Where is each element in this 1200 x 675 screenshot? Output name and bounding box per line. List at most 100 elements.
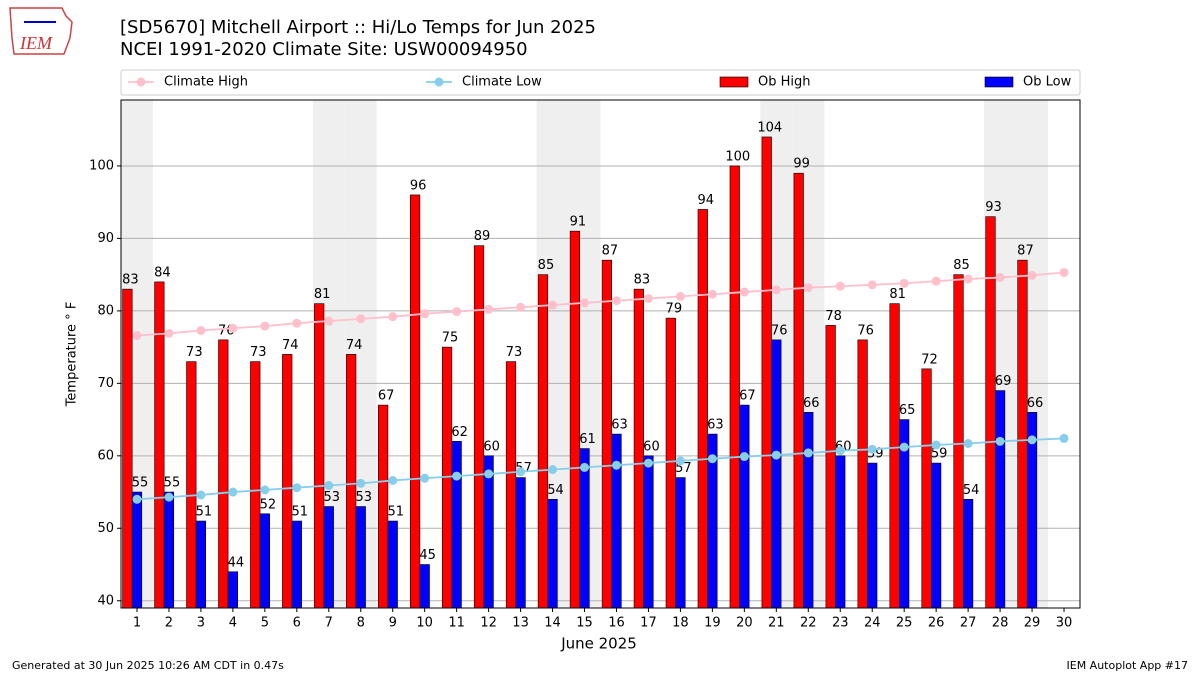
value-label: 53 [355, 490, 372, 505]
value-label: 76 [857, 323, 874, 338]
bar [282, 354, 293, 609]
x-tick-label: 19 [704, 616, 721, 631]
line-marker [867, 444, 877, 454]
legend-swatch [984, 76, 1014, 88]
x-tick-label: 24 [864, 616, 881, 631]
legend-label: Climate Low [462, 75, 542, 90]
line-marker [580, 298, 590, 308]
x-tick-label: 5 [261, 616, 269, 631]
x-tick-label: 15 [576, 616, 593, 631]
x-tick-label: 29 [1024, 616, 1041, 631]
line-marker [899, 278, 909, 288]
line-marker [995, 273, 1005, 283]
bar [611, 433, 622, 609]
line [136, 437, 1065, 501]
line-marker [292, 318, 302, 328]
value-label: 60 [483, 439, 500, 454]
chart-title: [SD5670] Mitchell Airport :: Hi/Lo Temps… [120, 17, 596, 38]
bar [1017, 259, 1028, 609]
line-marker [484, 469, 494, 479]
x-tick-label: 21 [768, 616, 785, 631]
bar [346, 354, 357, 609]
line-marker [548, 300, 558, 310]
value-label: 100 [725, 149, 750, 164]
line-marker [643, 458, 653, 468]
line-marker [580, 462, 590, 472]
x-tick-label: 28 [992, 616, 1009, 631]
x-tick-label: 6 [293, 616, 301, 631]
x-tick-label: 26 [928, 616, 945, 631]
line-marker [995, 436, 1005, 446]
line-marker [675, 291, 685, 301]
y-tick-label: 60 [97, 448, 114, 463]
logo: IEM [9, 7, 73, 55]
line-marker [420, 309, 430, 319]
value-label: 78 [825, 309, 842, 324]
bar [163, 491, 175, 609]
chart-subtitle: NCEI 1991-2020 Climate Site: USW00094950 [120, 39, 528, 60]
footer-right: IEM Autoplot App #17 [1067, 659, 1189, 672]
value-label: 74 [346, 338, 363, 353]
line-marker [707, 289, 717, 299]
value-label: 73 [506, 345, 523, 360]
x-tick-label: 1 [133, 616, 141, 631]
legend-label: Ob High [758, 75, 811, 90]
x-tick-label: 17 [640, 616, 657, 631]
value-label: 61 [579, 432, 596, 447]
bar [537, 274, 549, 609]
line-marker [516, 302, 526, 312]
line-marker [228, 323, 238, 333]
x-tick-label: 2 [165, 616, 173, 631]
bar [803, 412, 814, 609]
bar [857, 339, 868, 609]
bar [122, 288, 133, 609]
value-label: 75 [442, 331, 459, 346]
bar [771, 339, 782, 609]
bar [825, 325, 836, 609]
bar [409, 194, 421, 609]
x-tick-label: 4 [229, 616, 237, 631]
legend [120, 69, 1081, 96]
bar [729, 165, 740, 609]
value-label: 52 [260, 497, 277, 512]
x-tick-label: 30 [1056, 616, 1073, 631]
bar [835, 455, 846, 609]
value-label: 84 [154, 265, 171, 280]
value-label: 51 [292, 505, 309, 520]
bar [451, 441, 462, 609]
value-label: 72 [921, 352, 938, 367]
line-marker [356, 314, 366, 324]
logo-outline [9, 7, 73, 55]
line-marker [1059, 267, 1069, 277]
bar [259, 513, 270, 609]
line [136, 271, 1065, 337]
x-tick-label: 12 [480, 616, 497, 631]
value-label: 73 [250, 345, 267, 360]
bar [195, 520, 207, 609]
line-marker [931, 276, 941, 286]
line-marker [260, 485, 270, 495]
line-marker [867, 280, 877, 290]
line-marker [963, 274, 973, 284]
line-marker [1059, 433, 1069, 443]
line-marker [548, 465, 558, 475]
line-marker [484, 304, 494, 314]
value-label: 55 [132, 476, 149, 491]
line-marker [452, 471, 462, 481]
line-marker [292, 483, 302, 493]
value-label: 51 [196, 505, 213, 520]
value-label: 60 [643, 439, 660, 454]
value-label: 44 [228, 555, 245, 570]
line-marker [324, 481, 334, 491]
line-marker [132, 494, 142, 504]
line-marker [771, 450, 781, 460]
legend-swatch-marker [434, 77, 444, 87]
bar [761, 136, 772, 609]
value-label: 93 [985, 200, 1002, 215]
plot-frame [120, 99, 1081, 609]
bar [569, 230, 581, 609]
value-label: 87 [1017, 244, 1034, 259]
bar [963, 498, 974, 609]
value-label: 66 [803, 396, 820, 411]
x-tick-label: 10 [416, 616, 433, 631]
